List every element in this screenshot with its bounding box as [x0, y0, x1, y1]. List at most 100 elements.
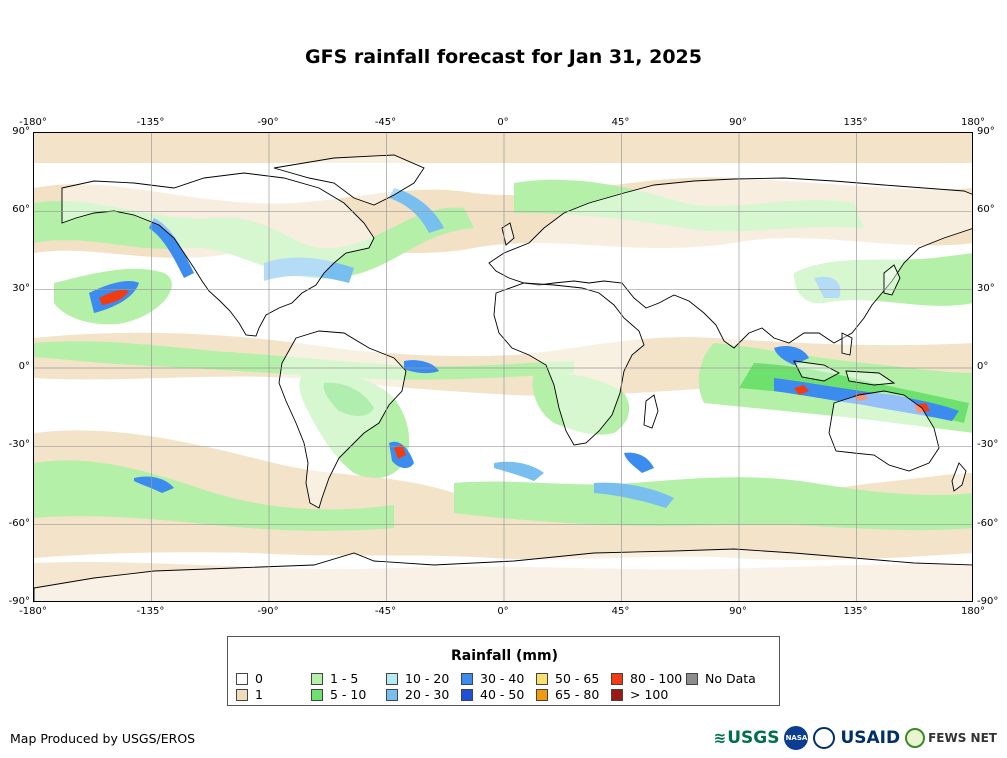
madagascar-outline — [643, 394, 659, 429]
lon-tick-label: 90° — [729, 606, 747, 617]
usaid-seal-icon — [813, 727, 836, 749]
legend-swatch — [536, 672, 548, 685]
eurasia-outline — [488, 177, 972, 349]
legend-label: > 100 — [630, 687, 669, 702]
lon-tick-label: 0° — [497, 606, 509, 617]
legend-label: 10 - 20 — [405, 671, 450, 686]
partner-logos: ≋ USGS NASA USAID FEWS NET — [714, 726, 997, 750]
lat-tick-label: 0° — [977, 361, 989, 372]
page-title: GFS rainfall forecast for Jan 31, 2025 — [305, 46, 702, 68]
graticule — [34, 133, 972, 601]
lon-tick-label: 135° — [843, 117, 868, 128]
legend-label: No Data — [705, 671, 756, 686]
lon-tick-label: 0° — [497, 117, 509, 128]
legend-swatch — [236, 672, 248, 685]
rain-field — [323, 382, 374, 416]
rain-field — [394, 445, 406, 459]
lon-tick-label: -45° — [374, 117, 397, 128]
legend-label: 20 - 30 — [405, 687, 450, 702]
lon-tick-label: 180° — [960, 117, 986, 128]
legend-swatch — [611, 688, 623, 701]
south-america-outline — [278, 330, 407, 509]
legend-swatch — [536, 688, 548, 701]
legend-label: 1 - 5 — [330, 671, 359, 686]
legend-item: 1 — [236, 687, 263, 702]
fews-net-text: FEWS NET — [928, 731, 997, 745]
fews-net-logo: FEWS NET — [905, 728, 997, 748]
legend-label: 50 - 65 — [555, 671, 600, 686]
rainfall-fields — [34, 133, 972, 601]
lon-tick-label: -180° — [19, 117, 47, 128]
legend-title: Rainfall (mm) — [451, 648, 558, 664]
legend-label: 80 - 100 — [630, 671, 683, 686]
rainfall-map — [33, 132, 973, 602]
usaid-logo: USAID — [840, 728, 901, 748]
lat-tick-label: -30° — [8, 439, 30, 451]
lat-tick-label: 30° — [12, 282, 30, 294]
credit-text: Map Produced by USGS/EROS — [10, 731, 196, 746]
lat-tick-label: -30° — [977, 439, 999, 451]
legend-label: 5 - 10 — [330, 687, 367, 702]
north-america-outline — [61, 172, 375, 337]
legend-item: 5 - 10 — [311, 687, 366, 702]
lon-tick-label: -180° — [19, 606, 47, 617]
lat-tick-label: -90° — [977, 596, 999, 607]
lat-tick-label: 90° — [12, 126, 30, 137]
rain-field — [34, 200, 474, 279]
lat-tick-label: -90° — [8, 596, 30, 607]
rain-field — [514, 179, 864, 232]
lon-tick-label: 180° — [960, 606, 986, 617]
legend-item: No Data — [686, 671, 756, 686]
rain-field — [794, 385, 930, 413]
usgs-logo: ≋ USGS — [714, 728, 780, 748]
lon-tick-label: 90° — [729, 117, 747, 128]
legend-swatch — [686, 672, 698, 685]
rain-field — [34, 341, 574, 380]
legend-label: 40 - 50 — [480, 687, 525, 702]
rain-field — [34, 460, 394, 531]
legend-item: 1 - 5 — [311, 671, 358, 686]
lat-tick-label: 0° — [18, 361, 30, 372]
usgs-wave-icon: ≋ — [713, 729, 727, 747]
legend-swatch — [461, 688, 473, 701]
legend-swatch — [386, 688, 398, 701]
maritime-asia-outline — [793, 332, 896, 386]
lon-tick-label: -45° — [374, 606, 397, 617]
legend-swatch — [461, 672, 473, 685]
legend-item: 20 - 30 — [386, 687, 449, 702]
legend-item: > 100 — [611, 687, 668, 702]
legend-item: 40 - 50 — [461, 687, 524, 702]
legend-swatch — [611, 672, 623, 685]
rain-field — [814, 276, 841, 298]
lat-tick-label: 60° — [977, 204, 995, 216]
map-canvas — [34, 133, 972, 601]
lat-tick-label: 60° — [12, 204, 30, 216]
rain-field — [494, 461, 544, 481]
lon-tick-label: -90° — [257, 117, 279, 128]
rain-field — [34, 561, 972, 601]
legend-swatch — [311, 672, 323, 685]
legend-item: 65 - 80 — [536, 687, 599, 702]
rain-field — [624, 452, 654, 473]
lon-tick-label: 45° — [611, 606, 630, 617]
rain-field — [149, 218, 194, 278]
lon-tick-label: -135° — [136, 606, 165, 617]
legend-swatch — [311, 688, 323, 701]
legend-item: 0 — [236, 671, 263, 686]
legend-label: 1 — [255, 687, 263, 702]
lon-tick-label: 45° — [611, 117, 630, 128]
rain-field — [134, 476, 174, 493]
legend-item: 10 - 20 — [386, 671, 449, 686]
legend-label: 30 - 40 — [480, 671, 525, 686]
rain-field — [389, 188, 444, 233]
legend-swatch — [386, 672, 398, 685]
lat-tick-label: -60° — [8, 517, 30, 529]
rain-field — [299, 371, 410, 479]
legend-label: 0 — [255, 671, 263, 686]
rain-field — [454, 477, 972, 531]
legend-item: 50 - 65 — [536, 671, 599, 686]
legend-swatch — [236, 688, 248, 701]
uk-outline — [501, 222, 515, 246]
rain-field — [264, 257, 354, 283]
